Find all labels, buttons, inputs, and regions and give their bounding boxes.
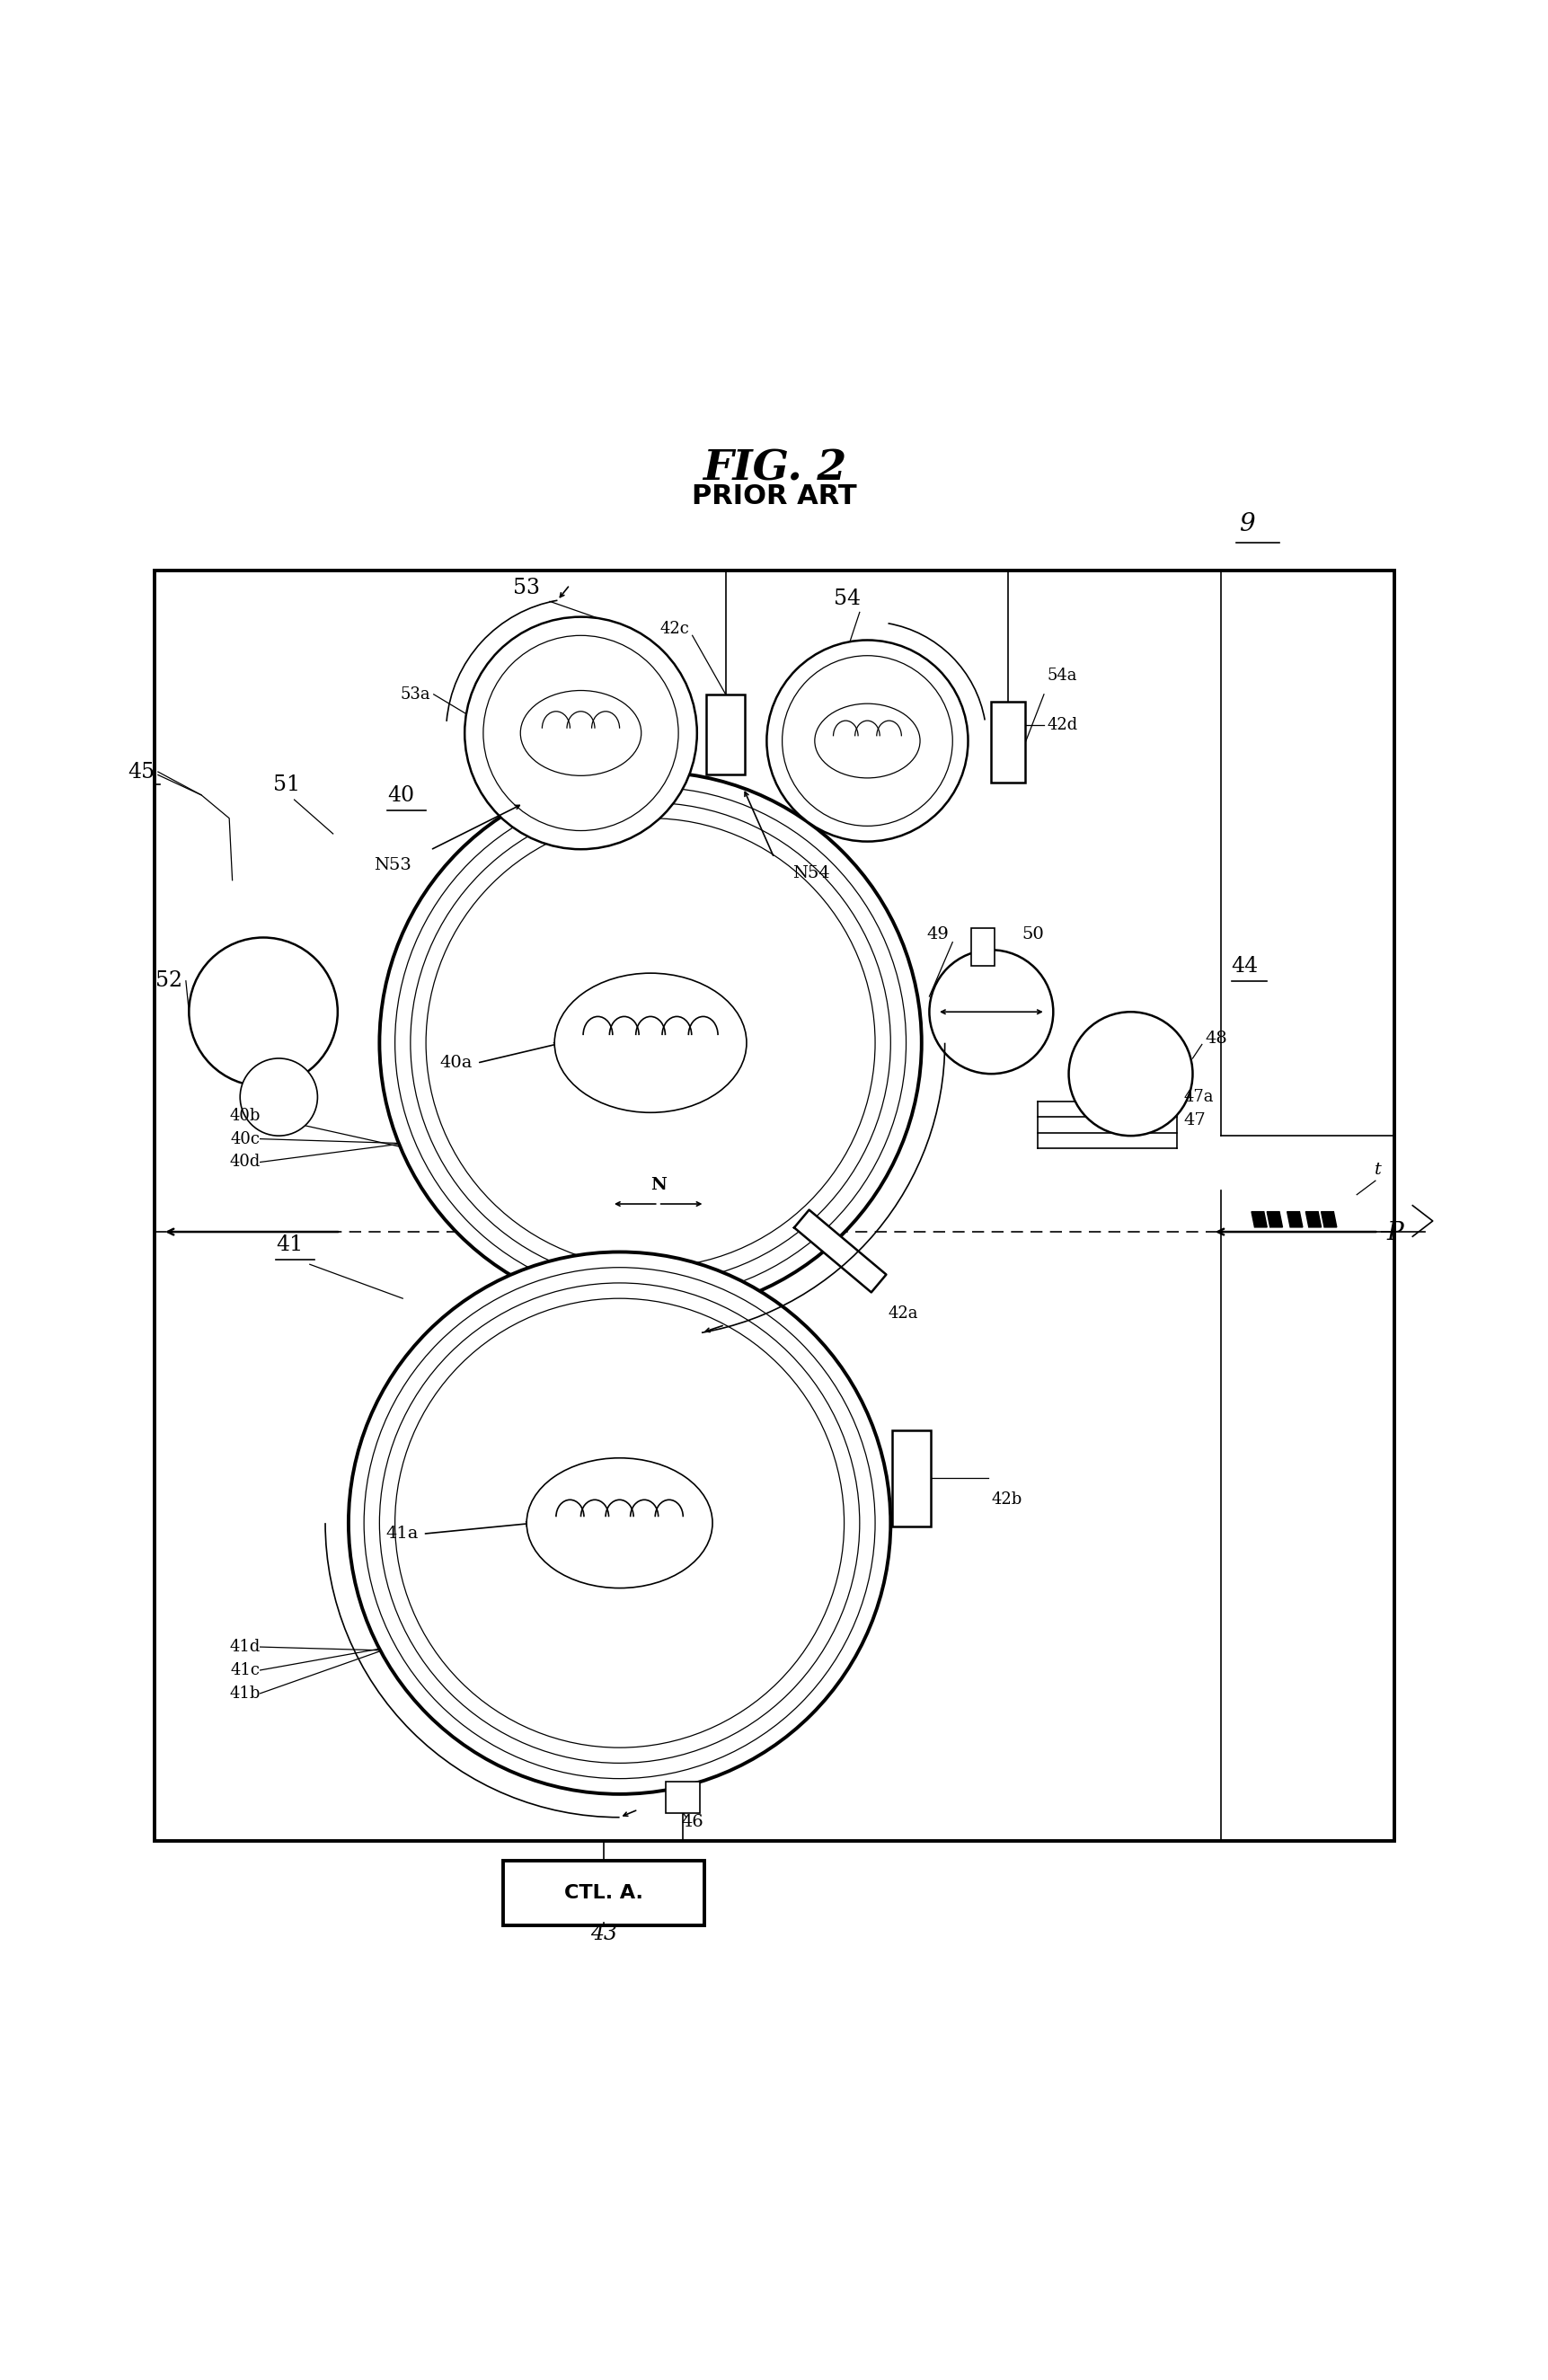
Text: 43: 43 [590, 1923, 618, 1944]
Bar [666, 1783, 700, 1814]
Text: N: N [650, 1178, 666, 1192]
Text: P: P [1385, 1221, 1402, 1245]
Polygon shape [1286, 1211, 1302, 1228]
Text: 40a: 40a [440, 1054, 472, 1071]
Circle shape [1068, 1012, 1192, 1135]
Bar [892, 1430, 930, 1526]
Polygon shape [1251, 1211, 1266, 1228]
Text: N53: N53 [375, 857, 412, 873]
Circle shape [379, 771, 921, 1314]
Text: 48: 48 [1204, 1031, 1226, 1047]
Text: 40b: 40b [229, 1107, 260, 1123]
Circle shape [766, 640, 968, 843]
Circle shape [464, 616, 697, 850]
Text: 54: 54 [833, 588, 861, 609]
Text: 52: 52 [156, 971, 183, 990]
Text: 54a: 54a [1046, 669, 1076, 683]
Text: 46: 46 [681, 1814, 703, 1830]
Text: 50: 50 [1022, 926, 1043, 942]
Text: 9: 9 [1238, 512, 1254, 536]
Circle shape [240, 1059, 317, 1135]
Text: 51: 51 [272, 774, 300, 795]
Bar [971, 928, 994, 966]
Ellipse shape [520, 690, 641, 776]
Text: 53a: 53a [399, 685, 430, 702]
Bar [706, 695, 745, 776]
Text: 53: 53 [512, 578, 540, 597]
Text: 41a: 41a [385, 1526, 418, 1542]
Text: 44: 44 [1231, 957, 1259, 976]
Ellipse shape [526, 1459, 712, 1587]
Text: 40: 40 [387, 785, 413, 807]
Text: 40c: 40c [231, 1130, 260, 1147]
Text: 41d: 41d [229, 1640, 260, 1654]
Bar [991, 702, 1025, 783]
Text: 47: 47 [1183, 1111, 1204, 1128]
Polygon shape [794, 1209, 885, 1292]
Text: N54: N54 [793, 866, 830, 881]
Text: FIG. 2: FIG. 2 [703, 447, 845, 488]
Text: 42b: 42b [991, 1492, 1022, 1509]
Text: t: t [1375, 1161, 1381, 1178]
Text: 41c: 41c [231, 1661, 260, 1678]
Polygon shape [1305, 1211, 1320, 1228]
Circle shape [189, 938, 337, 1085]
Text: 40d: 40d [229, 1154, 260, 1171]
Text: 42a: 42a [887, 1304, 918, 1321]
Text: 47a: 47a [1183, 1090, 1212, 1104]
Text: 49: 49 [927, 926, 949, 942]
Circle shape [348, 1252, 890, 1795]
Ellipse shape [814, 704, 920, 778]
Circle shape [929, 950, 1053, 1073]
Polygon shape [1266, 1211, 1282, 1228]
Bar [503, 1861, 704, 1925]
Text: 42d: 42d [1046, 716, 1077, 733]
Text: 42c: 42c [659, 621, 689, 638]
Text: PRIOR ART: PRIOR ART [692, 483, 856, 509]
Text: CTL. A.: CTL. A. [565, 1885, 642, 1902]
Polygon shape [1320, 1211, 1336, 1228]
Text: 45: 45 [128, 762, 155, 783]
Text: 41: 41 [276, 1235, 303, 1254]
Bar [155, 571, 1393, 1840]
Ellipse shape [554, 973, 746, 1111]
Text: 41b: 41b [229, 1685, 260, 1702]
